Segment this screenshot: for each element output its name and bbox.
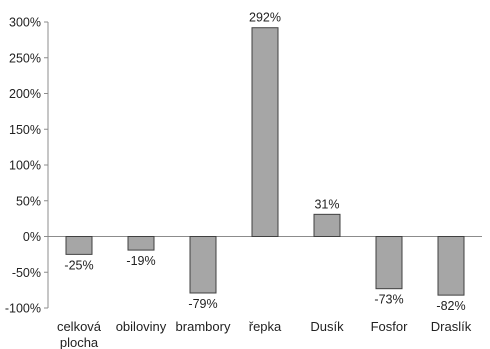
y-tick-label: 0% [23,230,41,244]
data-label-bg [122,253,160,269]
y-tick-label: -100% [5,302,41,316]
data-label-bg [60,257,98,273]
data-label-bg [312,196,342,212]
category-label: Fosfor [371,319,409,334]
category-label: brambory [176,319,231,334]
bar [375,236,403,290]
category-label: celková [57,319,102,334]
category-label: plocha [60,335,99,349]
bar [127,236,155,251]
data-label-bg [184,296,222,312]
y-tick-label: -50% [12,266,41,280]
bars [65,27,465,296]
bar [65,236,93,255]
data-label: 292% [249,11,281,25]
data-label-bg [246,10,284,26]
data-label: -25% [64,258,93,272]
bar [251,27,279,237]
y-tick-label: 50% [16,194,41,208]
data-label-bg [370,292,408,308]
category-label: Draslík [431,319,472,334]
category-label: Dusík [310,319,344,334]
bar [437,236,465,296]
y-tick-label: 250% [9,51,41,65]
bar [189,236,217,294]
data-label: -19% [126,254,155,268]
data-label: -73% [374,293,403,307]
y-tick-label: 300% [9,16,41,30]
category-label: obiloviny [116,319,167,334]
y-axis: -100% -50% 0% 50% 100% 150% 200% 250% 300% [5,16,482,316]
bar [313,213,341,238]
y-tick-label: 150% [9,123,41,137]
data-label: -79% [188,297,217,311]
y-tick-label: 200% [9,87,41,101]
data-label: 31% [314,197,339,211]
category-label: řepka [249,319,282,334]
y-tick-label: 100% [9,159,41,173]
data-label-bg [432,298,470,314]
data-labels: -25% -19% -79% 292% 31% -73% -82% [60,10,470,314]
data-label: -82% [436,299,465,313]
